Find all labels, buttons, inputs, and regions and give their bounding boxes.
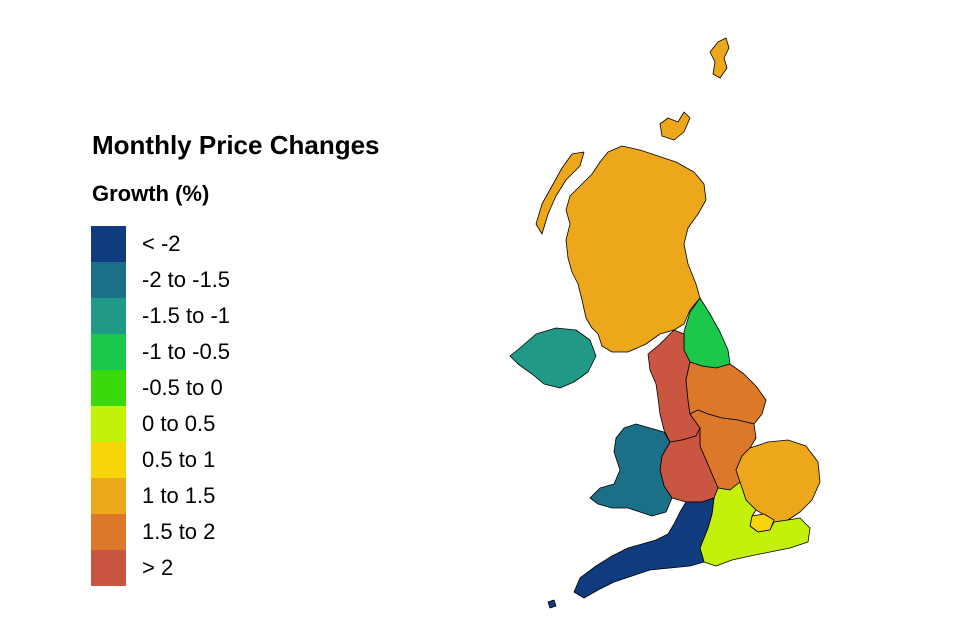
legend-label: < -2: [142, 231, 181, 256]
legend-swatch: [91, 514, 126, 550]
legend-label: 0.5 to 1: [142, 447, 216, 472]
legend-swatch: [91, 550, 126, 586]
uk-region-map: [509, 37, 821, 609]
legend-label: 0 to 0.5: [142, 411, 216, 436]
legend-swatch: [91, 406, 126, 442]
legend-label: 1 to 1.5: [142, 483, 216, 508]
legend-swatch: [91, 442, 126, 478]
region-wales: [589, 423, 673, 517]
legend-label: -2 to -1.5: [142, 267, 231, 292]
legend-swatch: [91, 298, 126, 334]
legend-swatch: [91, 262, 126, 298]
legend-item: 1 to 1.5: [91, 478, 230, 514]
region-orkney: [659, 111, 691, 141]
legend-item: > 2: [91, 550, 230, 586]
legend-swatch: [91, 370, 126, 406]
region-scotland: [565, 145, 707, 353]
legend-item: < -2: [91, 226, 230, 262]
legend-label: > 2: [142, 555, 174, 580]
legend-item: -2 to -1.5: [91, 262, 230, 298]
legend-swatch: [91, 226, 126, 262]
legend-swatch: [91, 334, 126, 370]
legend-label: 1.5 to 2: [142, 519, 216, 544]
legend-label: -1.5 to -1: [142, 303, 231, 328]
legend-item: 0 to 0.5: [91, 406, 230, 442]
legend-item: 1.5 to 2: [91, 514, 230, 550]
legend-label: -1 to -0.5: [142, 339, 231, 364]
region-northern-ireland: [509, 327, 597, 389]
legend-item: -0.5 to 0: [91, 370, 230, 406]
region-south-west: [573, 497, 715, 599]
legend-item: 0.5 to 1: [91, 442, 230, 478]
region-shetland: [709, 37, 730, 79]
legend-item: -1 to -0.5: [91, 334, 230, 370]
region-scilly-isles: [547, 599, 557, 609]
map-title: Monthly Price Changes: [92, 130, 380, 160]
legend: < -2 -2 to -1.5 -1.5 to -1 -1 to -0.5 -0…: [91, 226, 230, 586]
legend-title: Growth (%): [92, 181, 210, 206]
legend-label: -0.5 to 0: [142, 375, 223, 400]
region-western-isles: [535, 151, 585, 235]
legend-item: -1.5 to -1: [91, 298, 230, 334]
legend-swatch: [91, 478, 126, 514]
